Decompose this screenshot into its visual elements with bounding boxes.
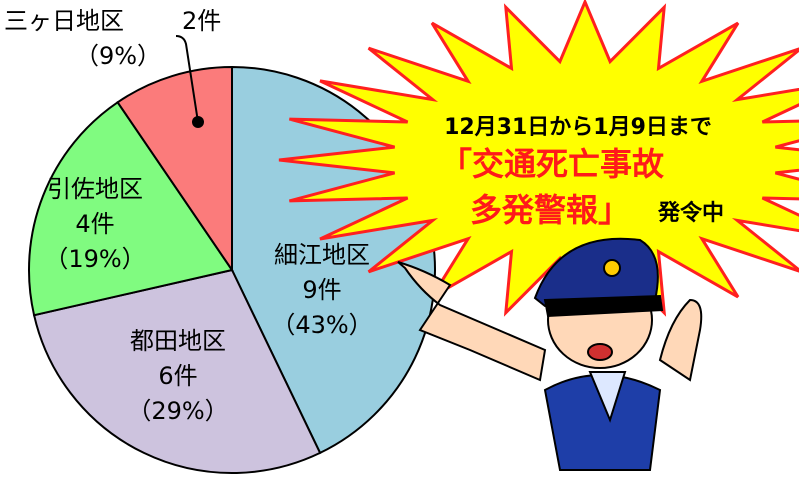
value-label: 9件 [302, 276, 341, 304]
value-label: 2件 [182, 7, 221, 35]
alert-line: 多発警報」 [470, 191, 630, 229]
category-label: 細江地区 [274, 241, 370, 269]
value-label: 4件 [75, 210, 114, 238]
mouth [588, 344, 612, 360]
value-label: 6件 [158, 362, 197, 390]
percent-label: （19%） [44, 245, 145, 273]
category-label: 引佐地区 [47, 175, 143, 203]
alert-line: 「交通死亡事故 [440, 145, 664, 183]
percent-label: （43%） [271, 311, 372, 339]
percent-label: （29%） [127, 397, 228, 425]
policeman [398, 239, 701, 470]
chart: 細江地区 9件 （43%） 都田地区 6件 （29%） 引佐地区 4件 （19%） 三ヶ日地区 2件… [0, 0, 799, 480]
badge [604, 260, 620, 276]
period: 12月31日から1月9日まで [444, 115, 712, 140]
category-label: 都田地区 [130, 327, 226, 355]
category-label: 三ヶ日地区 [4, 7, 124, 35]
leader-dot [192, 116, 204, 128]
status: 発令中 [657, 200, 724, 226]
percent-label: （9%） [75, 42, 161, 70]
raised-hand [660, 300, 701, 380]
